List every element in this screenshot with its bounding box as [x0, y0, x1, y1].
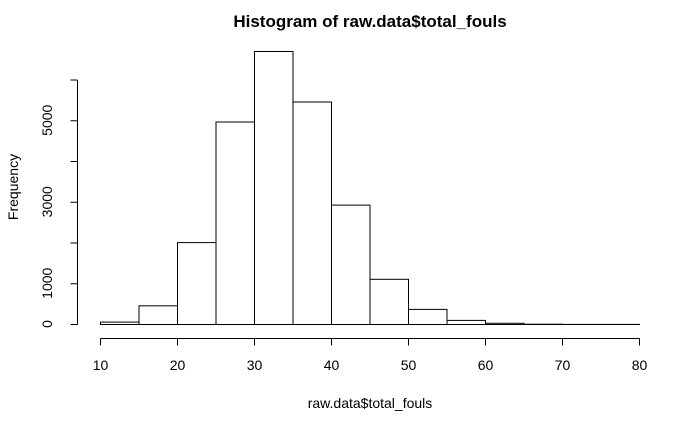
- y-axis: 0 1000 3000 5000: [39, 79, 78, 328]
- histogram-bar: [215, 121, 255, 325]
- x-tick-label: 50: [401, 357, 417, 373]
- x-tick-label: 60: [478, 357, 494, 373]
- histogram-bar: [446, 319, 486, 325]
- x-axis-label: raw.data$total_fouls: [308, 395, 433, 411]
- y-tick-label: 5000: [39, 104, 55, 135]
- y-tick-label: 3000: [39, 186, 55, 217]
- y-axis-label: Frequency: [5, 154, 21, 220]
- histogram-bar: [292, 101, 332, 325]
- x-tick-label: 40: [324, 357, 340, 373]
- histogram-bar: [254, 51, 294, 325]
- histogram-bar: [138, 305, 178, 325]
- x-tick-label: 10: [93, 357, 109, 373]
- x-tick-label: 70: [555, 357, 571, 373]
- chart-title: Histogram of raw.data$total_fouls: [233, 12, 506, 31]
- histogram-bar: [408, 308, 448, 325]
- x-tick-label: 20: [170, 357, 186, 373]
- histogram-bar: [177, 242, 217, 326]
- x-tick-label: 80: [632, 357, 648, 373]
- histogram-bar: [100, 321, 140, 326]
- histogram-bar: [331, 204, 371, 326]
- histogram-bar: [369, 278, 409, 325]
- y-tick-label: 1000: [39, 267, 55, 298]
- x-tick-label: 30: [247, 357, 263, 373]
- histogram-bar: [485, 322, 525, 325]
- histogram-bars: [100, 51, 640, 326]
- x-axis: 10 20 30 40 50 60 70 80: [93, 338, 648, 373]
- y-tick-label: 0: [39, 320, 55, 328]
